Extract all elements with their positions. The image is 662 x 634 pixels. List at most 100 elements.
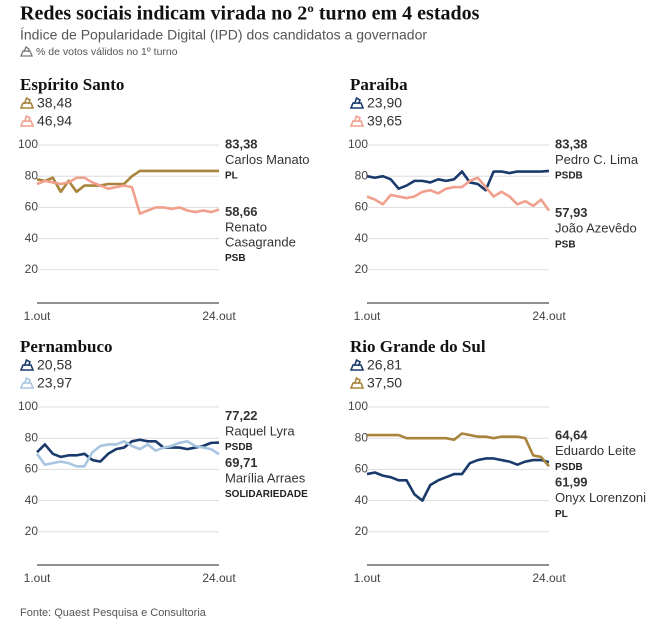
party-label: PSDB bbox=[555, 171, 583, 182]
x-tick-label: 24.out bbox=[202, 309, 236, 323]
x-tick-label: 24.out bbox=[202, 571, 236, 585]
ballot-icon bbox=[19, 358, 35, 371]
value-label: 83,38 bbox=[225, 136, 258, 151]
line-series bbox=[36, 176, 220, 215]
y-tick-label: 40 bbox=[355, 493, 369, 507]
ballot-icon bbox=[19, 96, 35, 109]
ballot-box bbox=[19, 120, 35, 127]
y-tick-label: 60 bbox=[355, 462, 369, 476]
line-series bbox=[366, 176, 551, 212]
value-label: 58,66 bbox=[225, 204, 258, 219]
candidate-name: Carlos Manato bbox=[225, 152, 310, 167]
party-label: PL bbox=[225, 171, 238, 182]
candidate-name: Marília Arraes bbox=[225, 471, 306, 486]
ballot-paper bbox=[353, 114, 361, 123]
line-series bbox=[36, 169, 219, 194]
y-tick-label: 100 bbox=[348, 137, 368, 151]
y-tick-label: 60 bbox=[25, 462, 39, 476]
ballot-icon bbox=[349, 96, 365, 109]
candidate-name: João Azevêdo bbox=[555, 221, 637, 236]
candidate-name: Eduardo Leite bbox=[555, 444, 636, 459]
ballot-box bbox=[349, 102, 365, 109]
legend-value: 39,65 bbox=[367, 113, 402, 129]
y-tick-label: 20 bbox=[25, 262, 39, 276]
party-label: SOLIDARIEDADE bbox=[225, 489, 308, 500]
panel-title: Rio Grande do Sul bbox=[350, 337, 486, 356]
y-tick-label: 100 bbox=[18, 399, 38, 413]
note: % de votos válidos no 1º turno bbox=[36, 46, 178, 58]
ballot-box bbox=[19, 364, 35, 371]
subtitle: Índice de Popularidade Digital (IPD) dos… bbox=[20, 27, 427, 43]
party-label: PSDB bbox=[225, 442, 253, 453]
ballot-paper bbox=[23, 96, 31, 105]
x-tick-label: 1.out bbox=[354, 309, 381, 323]
ballot-paper bbox=[23, 358, 31, 367]
value-label: 64,64 bbox=[555, 428, 588, 443]
y-tick-label: 40 bbox=[355, 231, 369, 245]
value-label: 69,71 bbox=[225, 455, 258, 470]
panel-title: Paraíba bbox=[350, 75, 408, 94]
ballot-icon bbox=[349, 358, 365, 371]
ballot-paper bbox=[353, 96, 361, 105]
panel-title: Espírito Santo bbox=[20, 75, 124, 94]
ballot-paper bbox=[23, 114, 31, 123]
ballot-box bbox=[19, 382, 35, 389]
title: Redes sociais indicam virada no 2º turno… bbox=[20, 3, 480, 25]
ballot-paper bbox=[353, 376, 361, 385]
y-tick-label: 100 bbox=[18, 137, 38, 151]
x-tick-label: 24.out bbox=[532, 309, 566, 323]
y-tick-label: 80 bbox=[355, 168, 369, 182]
candidate-name: Raquel Lyra bbox=[225, 424, 295, 439]
y-tick-label: 40 bbox=[25, 493, 39, 507]
legend-value: 38,48 bbox=[37, 95, 72, 111]
value-label: 61,99 bbox=[555, 475, 588, 490]
party-label: PSDB bbox=[555, 462, 583, 473]
y-tick-label: 80 bbox=[25, 168, 39, 182]
panel-title: Pernambuco bbox=[20, 337, 113, 356]
legend-value: 46,94 bbox=[37, 113, 72, 129]
ballot-icon bbox=[349, 376, 365, 389]
party-label: PSB bbox=[555, 239, 576, 250]
line-series bbox=[35, 440, 220, 468]
legend-value: 20,58 bbox=[37, 357, 72, 373]
legend-value: 23,90 bbox=[367, 95, 402, 111]
legend-value: 23,97 bbox=[37, 375, 72, 391]
ballot-icon bbox=[19, 114, 35, 127]
x-tick-label: 24.out bbox=[532, 571, 566, 585]
value-label: 83,38 bbox=[555, 136, 588, 151]
y-tick-label: 80 bbox=[25, 430, 39, 444]
party-label: PSB bbox=[225, 253, 246, 264]
legend-value: 26,81 bbox=[367, 357, 402, 373]
line-series bbox=[366, 169, 550, 192]
y-tick-label: 80 bbox=[355, 430, 369, 444]
x-tick-label: 1.out bbox=[24, 571, 51, 585]
candidate-name: Renato Casagrande bbox=[225, 220, 296, 250]
line-series bbox=[367, 432, 550, 468]
ballot-paper bbox=[353, 358, 361, 367]
y-tick-label: 60 bbox=[355, 200, 369, 214]
x-tick-label: 1.out bbox=[24, 309, 51, 323]
note-icon bbox=[20, 46, 33, 57]
y-tick-label: 40 bbox=[25, 231, 39, 245]
y-tick-label: 20 bbox=[355, 524, 369, 538]
source: Fonte: Quaest Pesquisa e Consultoria bbox=[20, 607, 207, 619]
candidate-name: Onyx Lorenzoni bbox=[555, 491, 646, 506]
party-label: PL bbox=[555, 509, 568, 520]
ballot-box bbox=[19, 102, 35, 109]
value-label: 77,22 bbox=[225, 408, 258, 423]
ballot-box bbox=[349, 382, 365, 389]
y-tick-label: 20 bbox=[25, 524, 39, 538]
legend-value: 37,50 bbox=[367, 375, 402, 391]
ballot-box bbox=[349, 364, 365, 371]
y-tick-label: 60 bbox=[25, 200, 39, 214]
ballot-icon bbox=[349, 114, 365, 127]
value-label: 57,93 bbox=[555, 205, 588, 220]
y-tick-label: 100 bbox=[348, 399, 368, 413]
ballot-icon bbox=[19, 376, 35, 389]
candidate-name: Pedro C. Lima bbox=[555, 152, 639, 167]
y-tick-label: 20 bbox=[355, 262, 369, 276]
ballot-box bbox=[349, 120, 365, 127]
line-series bbox=[366, 457, 550, 502]
